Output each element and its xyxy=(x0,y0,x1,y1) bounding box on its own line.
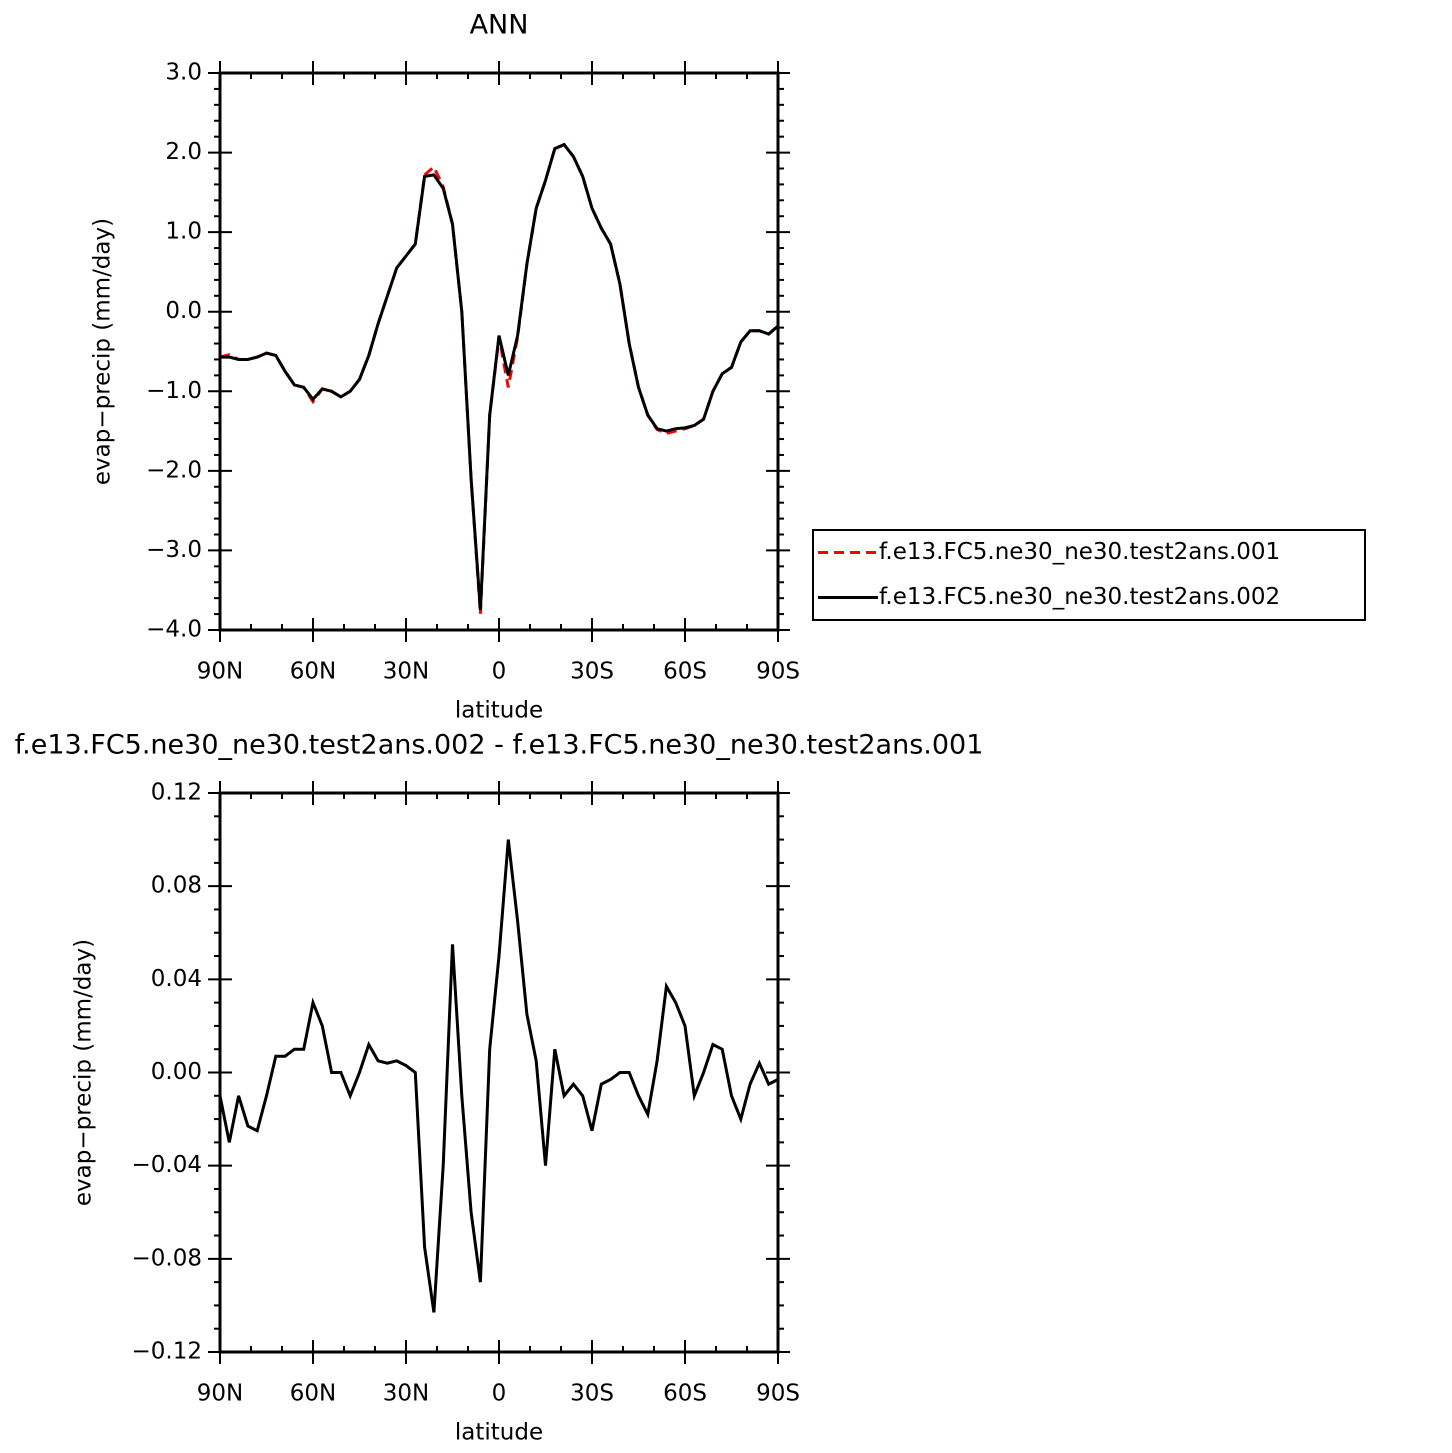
y-tick-label: −3.0 xyxy=(146,537,202,563)
y-tick-label: −2.0 xyxy=(146,457,202,483)
y-axis-label: evap−precip (mm/day) xyxy=(71,939,97,1206)
x-tick-label: 60S xyxy=(663,659,707,685)
x-tick-label: 90S xyxy=(756,659,800,685)
data-line xyxy=(220,142,779,611)
y-tick-label: 1.0 xyxy=(165,219,202,245)
x-tick-label: 30S xyxy=(570,659,614,685)
y-tick-label: 0.08 xyxy=(151,873,202,899)
x-tick-label: 90S xyxy=(756,1381,800,1407)
x-tick-label: 90N xyxy=(197,659,243,685)
plot-frame xyxy=(218,791,780,1354)
chart-title: f.e13.FC5.ne30_ne30.test2ans.002 - f.e13… xyxy=(15,730,984,761)
y-tick-label: −4.0 xyxy=(146,617,202,643)
data-line xyxy=(218,839,779,1313)
x-tick-label: 30S xyxy=(570,1381,614,1407)
y-tick-label: 0.12 xyxy=(151,780,202,806)
y-axis-label: evap−precip (mm/day) xyxy=(90,218,116,485)
x-tick-label: 0 xyxy=(492,659,507,685)
x-tick-label: 30N xyxy=(383,659,429,685)
y-tick-label: 0.04 xyxy=(151,966,202,992)
y-tick-label: −1.0 xyxy=(146,378,202,404)
data-line xyxy=(219,142,779,615)
x-tick-label: 60N xyxy=(290,659,336,685)
x-tick-label: 30N xyxy=(383,1381,429,1407)
chart-title: ANN xyxy=(470,10,529,41)
x-tick-label: 60S xyxy=(663,1381,707,1407)
y-tick-label: −0.04 xyxy=(132,1152,202,1178)
x-axis-label: latitude xyxy=(455,1420,543,1446)
legend-label: f.e13.FC5.ne30_ne30.test2ans.002 xyxy=(879,584,1280,610)
x-tick-label: 60N xyxy=(290,1381,336,1407)
legend-box xyxy=(812,529,1366,621)
y-tick-label: −0.08 xyxy=(132,1245,202,1271)
plot-frame xyxy=(218,71,780,632)
y-tick-label: 0.0 xyxy=(165,298,202,324)
x-axis-label: latitude xyxy=(455,698,543,724)
y-tick-label: 3.0 xyxy=(165,60,202,86)
x-tick-label: 0 xyxy=(492,1381,507,1407)
y-tick-label: −0.12 xyxy=(132,1339,202,1365)
legend-label: f.e13.FC5.ne30_ne30.test2ans.001 xyxy=(879,539,1280,565)
x-tick-label: 90N xyxy=(197,1381,243,1407)
y-tick-label: 0.00 xyxy=(151,1059,202,1085)
y-tick-label: 2.0 xyxy=(165,139,202,165)
